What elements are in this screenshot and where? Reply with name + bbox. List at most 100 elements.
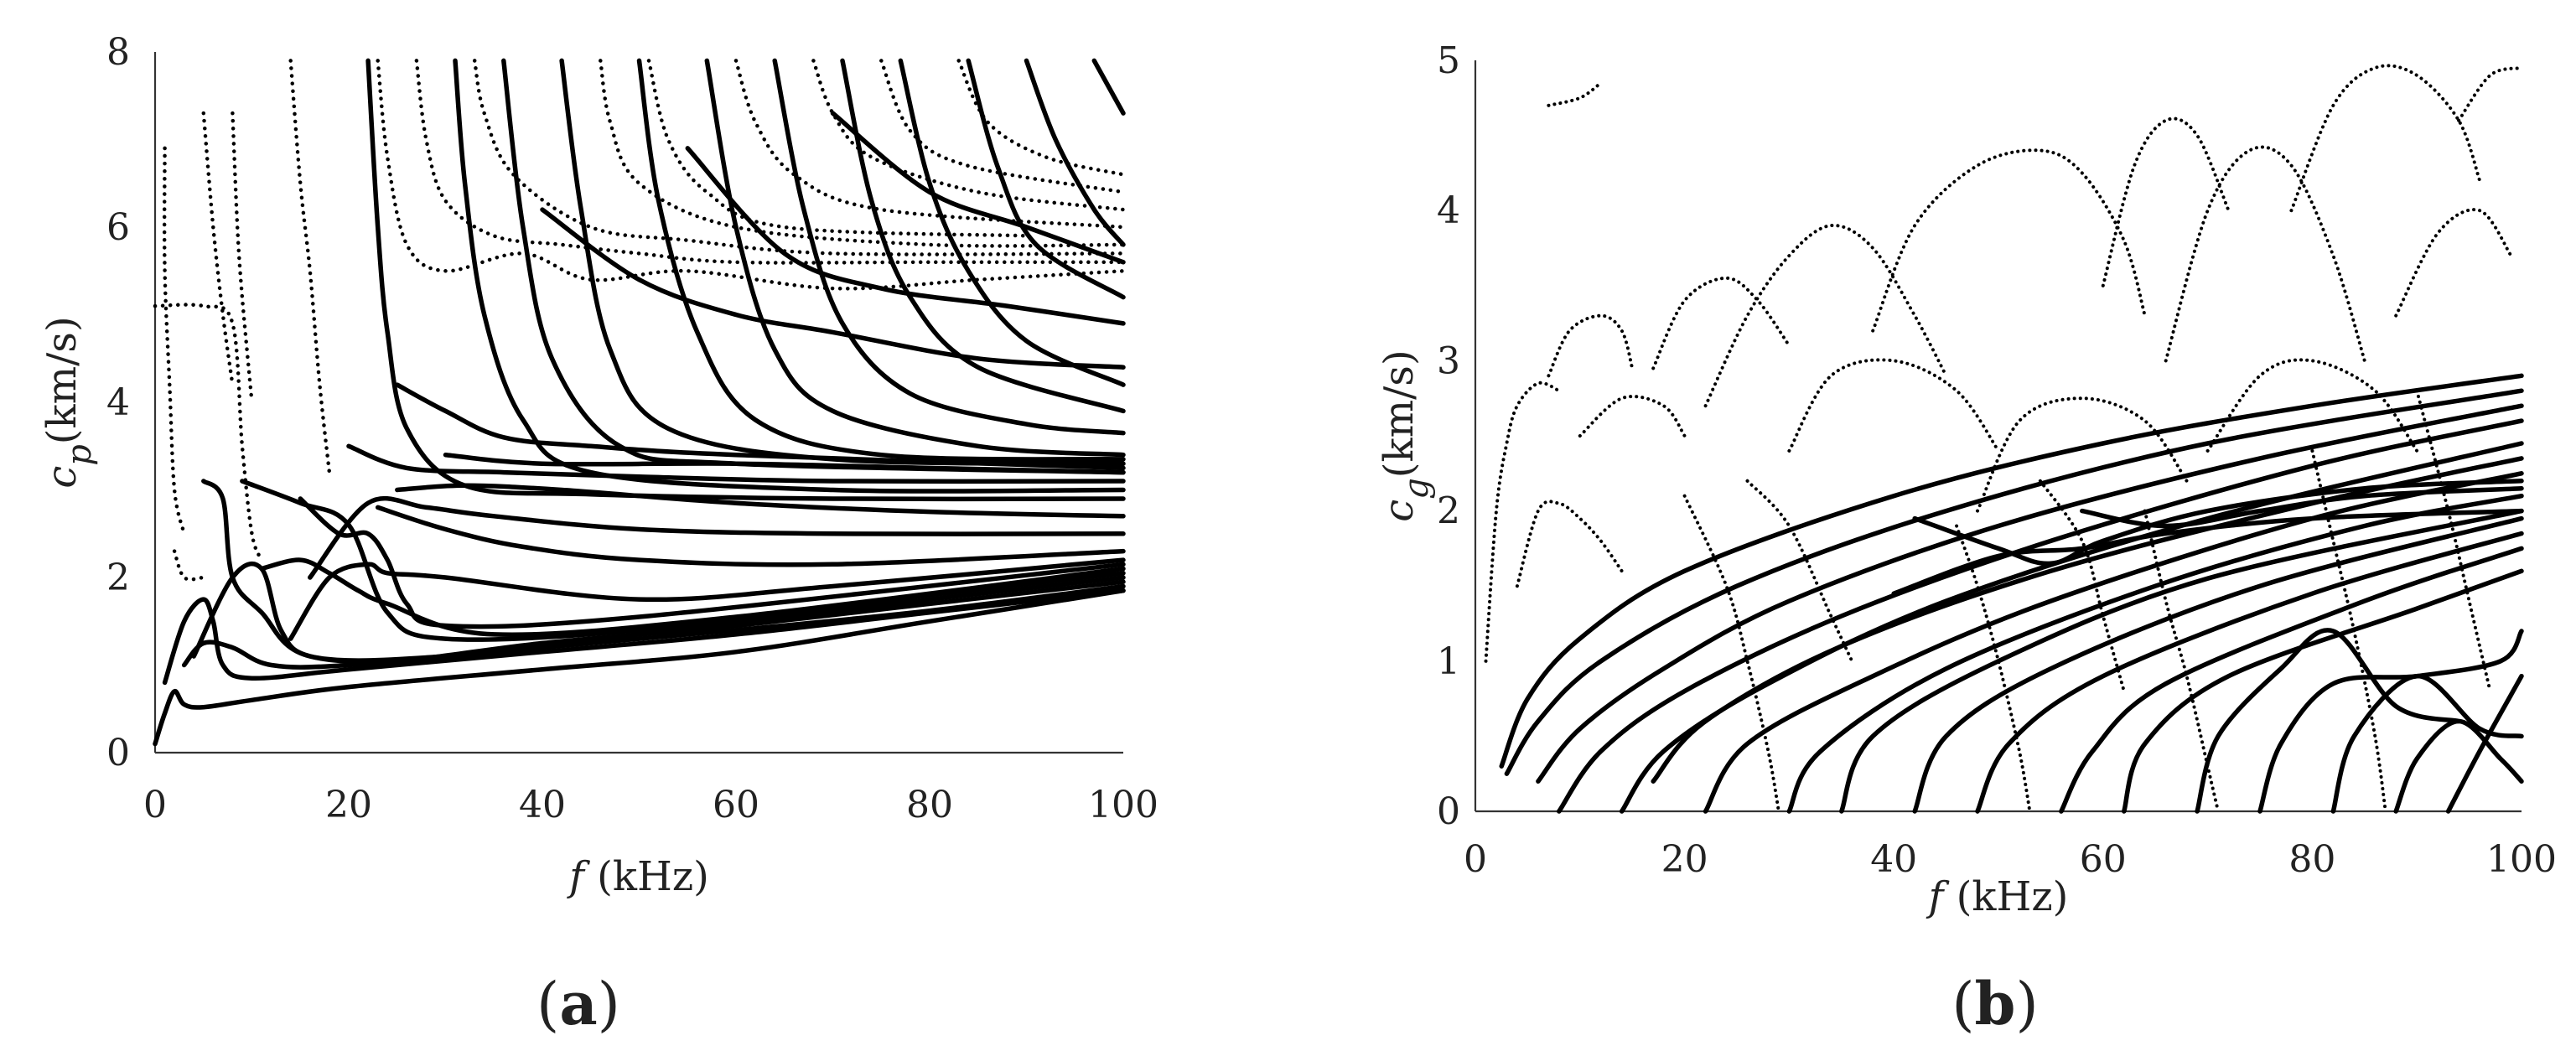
y-axis-title: cp(km/s) <box>39 316 99 488</box>
mode-curve <box>1499 373 2524 769</box>
mode-curve <box>1912 515 2524 814</box>
mode-dotted-curve <box>231 111 254 405</box>
x-tick-label: 80 <box>2288 838 2335 881</box>
mode-curve <box>1024 58 1126 247</box>
mode-dotted-curve <box>288 59 332 474</box>
mode-dotted-curve <box>2310 448 2387 813</box>
y-tick-label: 4 <box>1437 189 1460 232</box>
mode-dotted-curve <box>2205 358 2419 453</box>
y-axis-title: cg(km/s) <box>1376 350 1436 521</box>
x-tick-label: 20 <box>1661 838 1708 881</box>
x-tick-label: 40 <box>1870 838 1917 881</box>
mode-dotted-curve <box>1703 224 1948 408</box>
mode-curve <box>540 207 1126 370</box>
mode-dotted-curve <box>1787 358 2000 453</box>
mode-curve <box>840 58 1126 414</box>
y-tick-label: 8 <box>106 31 130 74</box>
mode-curve <box>2122 568 2524 814</box>
mode-curve <box>1975 531 2524 814</box>
mode-dotted-curve <box>2101 117 2231 287</box>
mode-curve <box>1839 508 2524 814</box>
mode-curve <box>298 496 1126 629</box>
y-axis-title-symbol: c <box>1376 500 1423 522</box>
y-tick-label: 0 <box>1437 790 1460 833</box>
mode-curve <box>1891 508 2524 596</box>
mode-curve <box>685 146 1126 326</box>
mode-curve <box>2393 718 2524 814</box>
mode-dotted-curve <box>376 59 1126 291</box>
mode-curve <box>365 58 1126 502</box>
mode-dotted-curve <box>172 549 206 582</box>
panel-b: 0 20 40 60 80 100 0 1 2 3 4 5 f (kHz) cg(km/s) (b) <box>1376 39 2557 1038</box>
mode-curve <box>1703 471 2524 814</box>
panel-a: 0 20 40 60 80 100 0 2 4 6 8 f (kHz) cp(km/s) (a) <box>39 31 1158 1038</box>
mode-dotted-curve <box>879 59 1126 194</box>
mode-dotted-curve <box>1515 500 1624 588</box>
mode-curve <box>2445 673 2524 814</box>
mode-curve <box>346 443 1126 484</box>
x-tick-label: 60 <box>2080 838 2127 881</box>
mode-dotted-curve <box>1976 396 2189 513</box>
mode-curve <box>636 58 1126 462</box>
y-tick-label: 2 <box>106 557 130 599</box>
mode-dotted-curve <box>1547 80 1603 107</box>
data-curves <box>153 58 1126 747</box>
panel-label-close-paren: ) <box>2015 970 2038 1038</box>
mode-dotted-curve <box>733 59 1126 230</box>
y-tick-label: 6 <box>106 206 130 249</box>
mode-curve <box>2080 485 2524 529</box>
y-tick-label: 4 <box>106 381 130 424</box>
mode-dotted-curve <box>1578 395 1687 438</box>
mode-dotted-curve <box>956 59 1126 177</box>
mode-curve <box>395 382 1126 471</box>
mode-dotted-curve <box>1745 479 1854 663</box>
mode-dotted-curve <box>162 146 186 536</box>
mode-dotted-curve <box>2164 145 2366 363</box>
y-tick-label: 1 <box>1437 640 1460 683</box>
mode-curve <box>288 557 1126 641</box>
y-axis-title-subscript: p <box>60 444 99 466</box>
y-axis-title-subscript: g <box>1397 478 1436 500</box>
mode-dotted-curve <box>1484 381 1561 663</box>
panel-label-open-paren: ( <box>1951 970 1974 1038</box>
mode-dotted-curve <box>2415 389 2492 693</box>
mode-curve <box>559 58 1126 466</box>
mode-curve <box>830 111 1126 265</box>
x-tick-label: 0 <box>1464 838 1487 881</box>
mode-curve <box>153 588 1126 747</box>
y-tick-label: 3 <box>1437 339 1460 382</box>
mode-curve <box>1536 403 2524 784</box>
y-tick-label: 0 <box>106 732 130 774</box>
x-axis-title: f (kHz) <box>1926 873 2069 920</box>
y-axis-title-symbol: c <box>39 466 86 489</box>
mode-dotted-curve <box>414 59 1126 265</box>
x-tick-label: 100 <box>1088 784 1158 826</box>
mode-dotted-curve <box>1651 276 1791 370</box>
mode-curve <box>704 58 1126 458</box>
y-tick-label: 5 <box>1437 39 1460 82</box>
mode-curve <box>772 58 1126 436</box>
mode-dotted-curve <box>2289 64 2482 213</box>
mode-curve <box>1091 58 1126 116</box>
data-curves <box>1484 64 2524 814</box>
panel-label: (b) <box>1951 969 2039 1038</box>
mode-curve <box>1786 493 2524 814</box>
x-axis-title-unit: (kHz) <box>1943 873 2068 920</box>
mode-curve <box>453 58 1126 494</box>
x-axis-title: f (kHz) <box>567 853 709 900</box>
panel-label-letter: b <box>1975 969 2016 1038</box>
mode-curve <box>1504 388 2524 776</box>
mode-dotted-curve <box>472 59 1126 256</box>
y-axis-title-unit: (km/s) <box>1376 350 1423 478</box>
mode-curve <box>201 479 1126 663</box>
x-tick-label: 20 <box>325 784 372 826</box>
mode-curve <box>966 58 1126 300</box>
panel-label-open-paren: ( <box>536 970 559 1038</box>
mode-curve <box>1912 479 2524 567</box>
mode-dotted-curve <box>1955 524 2032 813</box>
y-axis-title-unit: (km/s) <box>39 316 86 444</box>
x-tick-label: 80 <box>906 784 953 826</box>
mode-dotted-curve <box>153 303 264 562</box>
mode-dotted-curve <box>201 111 235 387</box>
mode-curve <box>1651 456 2524 784</box>
